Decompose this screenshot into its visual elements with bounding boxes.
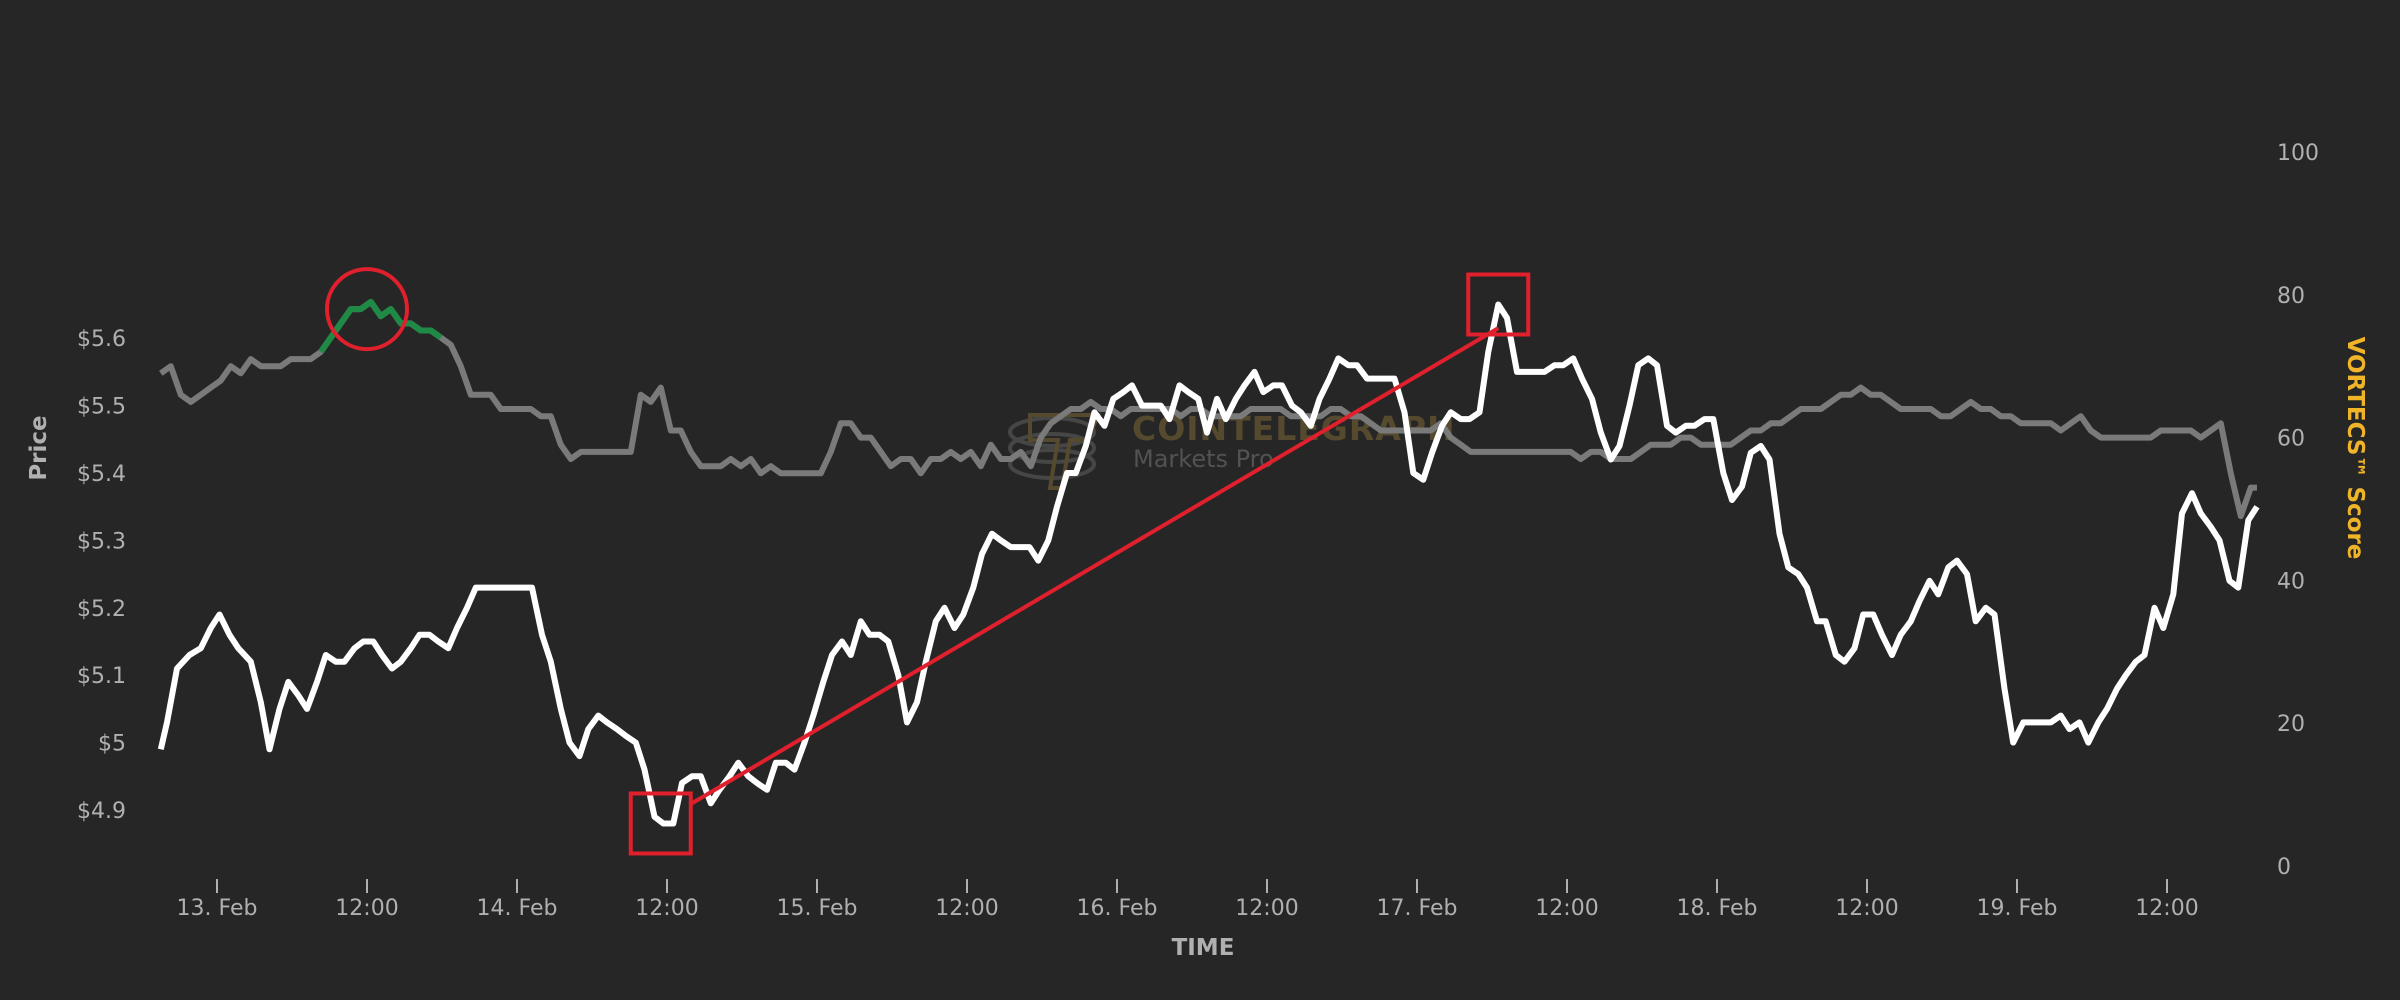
x-tick-label: 17. Feb [1377,896,1458,921]
x-tick-label: 12:00 [1235,896,1298,921]
x-tick-label: 12:00 [635,896,698,921]
annotation-square [628,791,693,856]
y-axis-title: Price [26,415,52,480]
y2-axis-title: VORTECS™ Score [2342,337,2368,560]
x-tick-label: 13. Feb [177,896,258,921]
vortecs-score-highlight-segment [318,298,443,354]
x-tick-label: 16. Feb [1077,896,1158,921]
y-tick-label: $5 [98,732,126,757]
y-tick-label: $5.3 [77,529,126,554]
annotations [325,267,1531,856]
y-tick-label: $5.2 [77,597,126,622]
y2-tick-label: 0 [2277,855,2291,880]
x-tick-label: 19. Feb [1977,896,2058,921]
cointelegraph-watermark: COINTELEGRAPH Markets Pro [1008,409,1455,490]
time-axis: 13. Feb 12:00 14. Feb 12:00 15. Feb 12:00 16. … [177,879,2199,921]
y2-tick-label: 40 [2277,569,2305,594]
y-tick-label: $5.5 [77,395,126,420]
vortecs-score-axis: 0 20 40 60 80 100 [2277,141,2319,880]
annotation-circle [325,267,409,352]
annotation-square [1466,272,1531,337]
x-tick-label: 12:00 [335,896,398,921]
x-tick-label: 12:00 [935,896,998,921]
x-tick-label: 14. Feb [477,896,558,921]
annotation-connector-line [690,326,1500,805]
x-tick-label: 15. Feb [777,896,858,921]
price-series [157,301,2260,827]
x-axis-title: TIME [1172,935,1235,961]
y-tick-label: $5.4 [77,462,126,487]
x-tick-label: 12:00 [2135,896,2198,921]
y2-tick-label: 60 [2277,427,2305,452]
y-tick-label: $5.1 [77,664,126,689]
x-tick-label: 12:00 [1835,896,1898,921]
watermark-product: Markets Pro [1133,445,1274,473]
x-tick-label: 18. Feb [1677,896,1758,921]
y2-tick-label: 80 [2277,284,2305,309]
y-tick-label: $4.9 [77,799,126,824]
y2-tick-label: 100 [2277,141,2319,166]
y-tick-label: $5.6 [77,327,126,352]
price-axis: $4.9 $5 $5.1 $5.2 $5.3 $5.4 $5.5 $5.6 [77,327,126,824]
y2-tick-label: 20 [2277,712,2305,737]
x-tick-label: 12:00 [1535,896,1598,921]
